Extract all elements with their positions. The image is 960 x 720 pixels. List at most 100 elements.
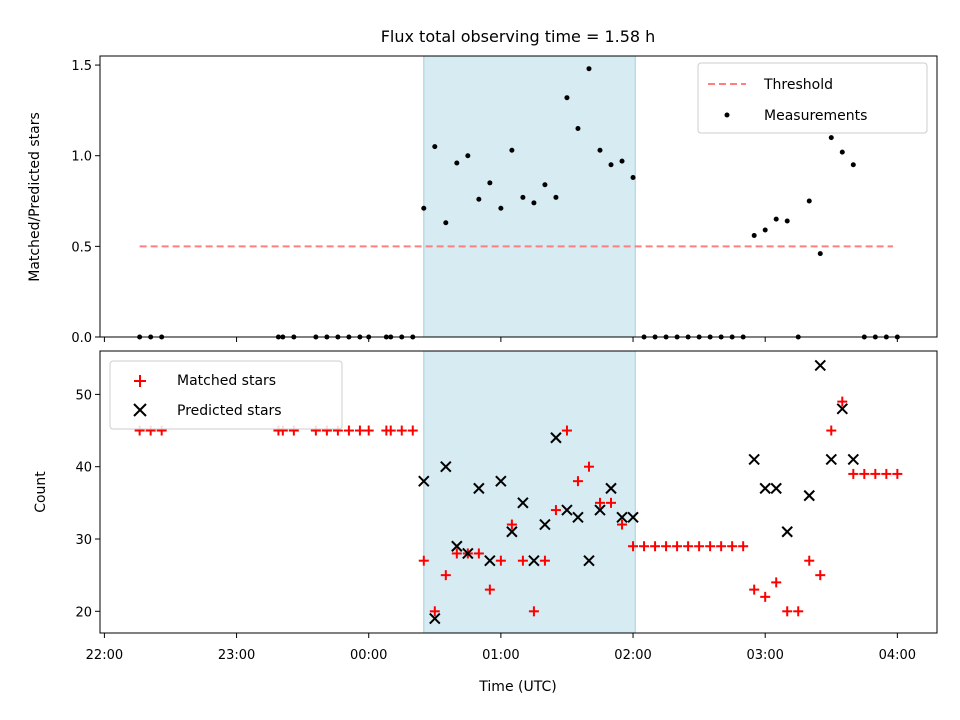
measurement-point (465, 153, 471, 159)
matched-star-point (517, 555, 528, 566)
top-x-ticks (103, 337, 898, 342)
matched-star-point (826, 425, 837, 436)
matched-star-point (583, 461, 594, 472)
x-axis-label: Time (UTC) (478, 679, 556, 695)
predicted-star-point (847, 453, 860, 466)
predicted-star-point (528, 554, 540, 567)
bottom-plot-frame (99, 350, 938, 634)
bottom-legend-box (109, 360, 343, 430)
legend-predicted-swatch (133, 403, 147, 417)
measurement-point (586, 66, 592, 72)
matched-star-point (727, 541, 738, 552)
x-tick-label: 04:00 (879, 648, 916, 663)
matched-star-point (650, 541, 661, 552)
matched-star-point (606, 497, 617, 508)
measurement-point (619, 158, 625, 164)
predicted-star-point (484, 554, 496, 567)
predicted-star-point (825, 453, 837, 466)
matched-star-point (815, 570, 826, 581)
measurement-point (828, 135, 834, 141)
measurement-point (839, 149, 845, 155)
measurement-point (784, 218, 790, 224)
measurement-point (630, 174, 636, 180)
matched-star-point (694, 541, 705, 552)
legend-matched-label: Matched stars (177, 373, 276, 389)
matched-star-point (528, 606, 539, 617)
legend-measurements-label: Measurements (764, 108, 867, 124)
measurement-point (806, 198, 812, 204)
top-legend-box (697, 62, 928, 134)
matched-star-point (418, 555, 429, 566)
predicted-star-point (627, 511, 639, 524)
predicted-star-point (616, 511, 628, 524)
top-panel: 0.0 0.5 1.0 1.5 Matched/Predicted stars Thr… (27, 55, 938, 346)
matched-star-point (892, 468, 903, 479)
predicted-star-point (748, 453, 760, 466)
matched-star-point (628, 541, 639, 552)
matched-star-point (363, 425, 374, 436)
bottom-shaded-interval (423, 350, 636, 634)
predicted-star-point (561, 504, 573, 516)
measurement-point (487, 180, 493, 186)
matched-star-point (539, 555, 550, 566)
matched-star-point (837, 396, 848, 407)
matched-star-point (870, 468, 881, 479)
bottom-panel: 20 30 40 50 22:00 23:00 00:00 01:00 02:00 03:00 0… (33, 350, 938, 695)
matched-star-point (683, 541, 694, 552)
predicted-star-point (583, 554, 595, 567)
measurement-point (509, 147, 515, 153)
top-y-axis-label: Matched/Predicted stars (27, 112, 43, 282)
matched-star-point (473, 548, 484, 559)
matched-star-point (749, 584, 760, 595)
matched-star-point (793, 606, 804, 617)
measurement-point (531, 200, 537, 206)
measurement-point (553, 194, 559, 200)
bottom-x-ticks: 22:00 23:00 00:00 01:00 02:00 03:00 04:00 (86, 633, 916, 663)
predicted-star-point (495, 475, 507, 487)
legend-matched-swatch (134, 375, 146, 387)
measurement-point (751, 232, 757, 238)
matched-star-point (429, 606, 440, 617)
matched-star-point (661, 541, 672, 552)
matched-star-point (881, 468, 892, 479)
predicted-star-point (605, 482, 617, 495)
x-tick-label: 02:00 (614, 648, 651, 663)
matched-star-point (561, 425, 572, 436)
y-tick-label: 1.5 (71, 59, 92, 74)
measurement-point (608, 162, 614, 168)
predicted-star-point (572, 511, 584, 524)
matched-star-point (385, 425, 396, 436)
predicted-star-point (781, 526, 793, 538)
predicted-star-point (418, 475, 430, 487)
measurement-point (476, 196, 482, 202)
measurement-point (432, 144, 438, 150)
measurement-point (421, 205, 427, 211)
top-shaded-interval (423, 55, 636, 338)
x-tick-label: 00:00 (350, 648, 387, 663)
legend-predicted-label: Predicted stars (177, 403, 282, 419)
matched-star-point (771, 577, 782, 588)
measurement-point (762, 227, 768, 233)
predicted-star-point (462, 547, 474, 560)
predicted-star-point (473, 482, 485, 495)
y-tick-label: 20 (75, 605, 92, 620)
measurement-point (850, 162, 856, 168)
matched-star-point (484, 584, 495, 595)
measurement-point (520, 194, 526, 200)
measurement-point (443, 220, 449, 226)
predicted-star-point (594, 504, 606, 516)
matched-star-point (594, 497, 605, 508)
matched-star-point (495, 555, 506, 566)
matched-star-point (550, 505, 561, 516)
matched-star-point (782, 606, 793, 617)
top-y-ticks: 0.0 0.5 1.0 1.5 (71, 59, 100, 346)
predicted-star-point (836, 403, 848, 415)
y-tick-label: 0.5 (71, 240, 92, 255)
matched-star-point (506, 519, 517, 530)
bottom-y-ticks: 20 30 40 50 (75, 388, 100, 620)
matched-star-point (848, 468, 859, 479)
matched-star-point (672, 541, 683, 552)
legend-measurements-swatch (724, 112, 730, 118)
y-tick-label: 40 (75, 461, 92, 476)
